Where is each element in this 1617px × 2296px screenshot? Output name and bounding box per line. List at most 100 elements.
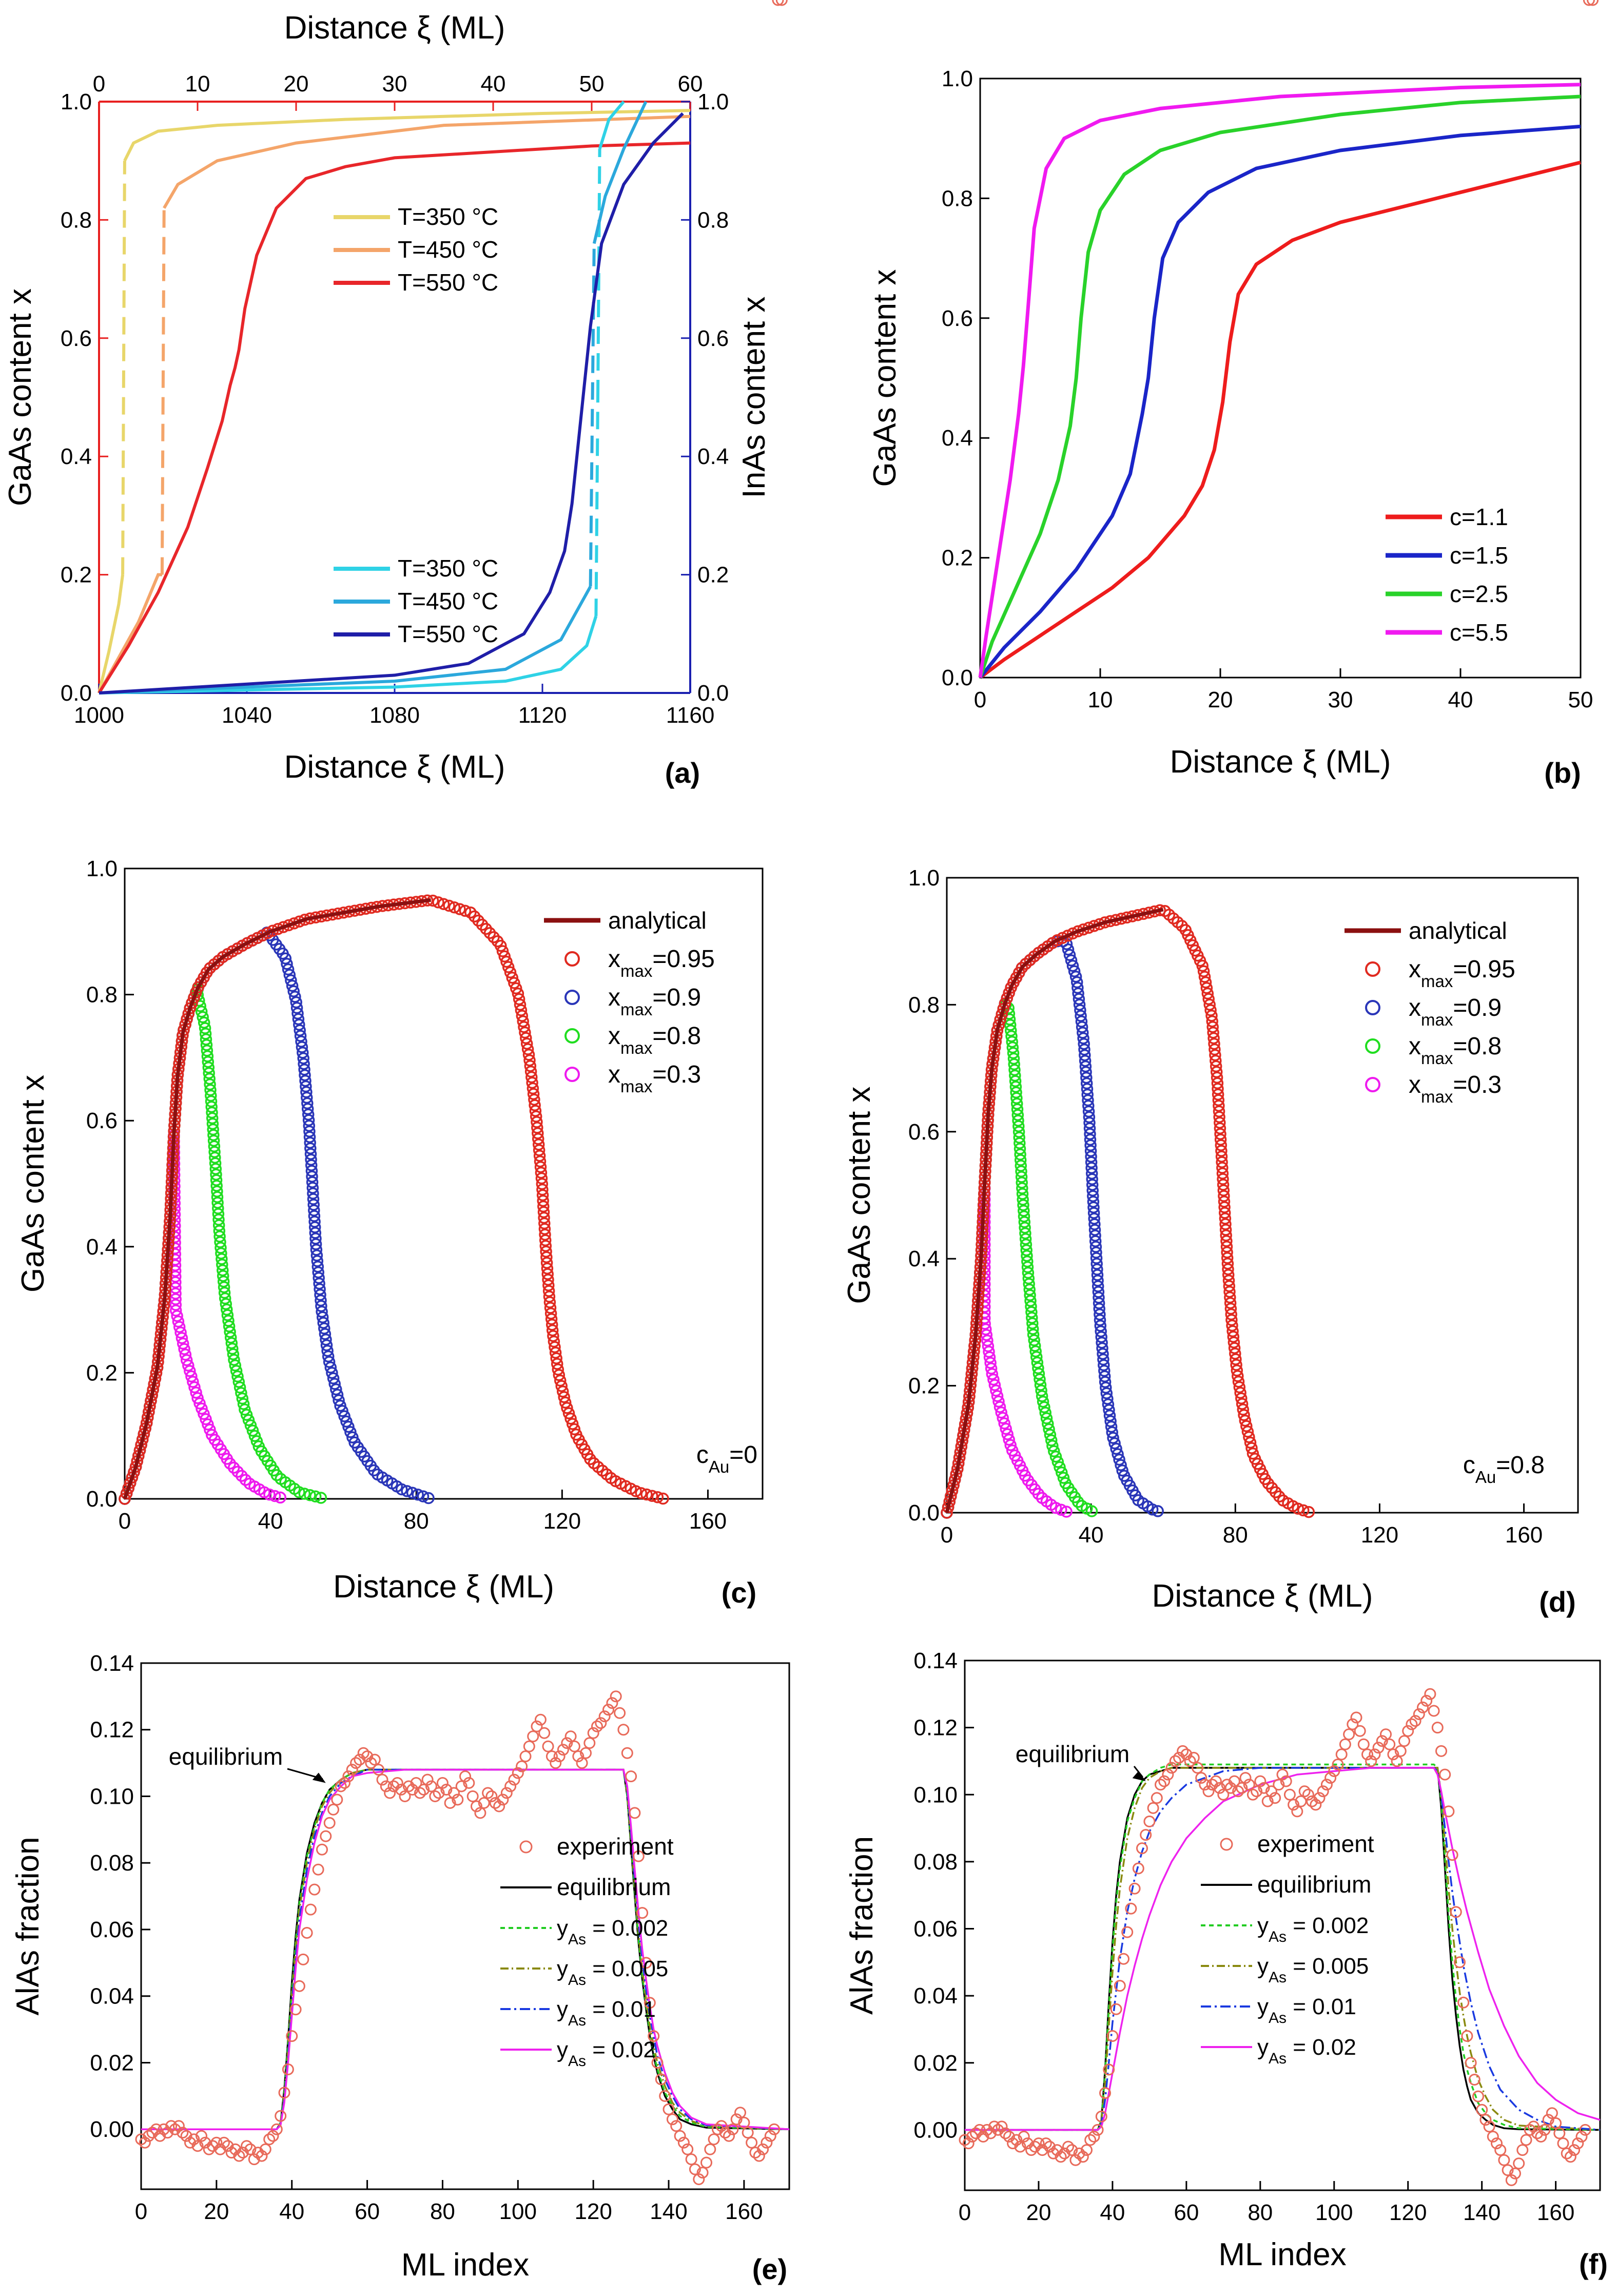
data-marker — [551, 1358, 563, 1370]
panel-label: (e) — [752, 2253, 787, 2285]
data-marker — [606, 1697, 618, 1709]
data-marker — [1016, 1182, 1028, 1194]
data-marker — [1465, 2057, 1477, 2069]
data-marker — [327, 1803, 339, 1816]
data-marker — [169, 1293, 182, 1305]
data-marker — [1192, 1762, 1203, 1774]
data-marker — [1005, 1030, 1018, 1043]
data-marker — [1516, 2144, 1529, 2156]
data-marker — [1564, 2151, 1576, 2163]
data-marker — [1044, 1429, 1057, 1441]
data-marker — [1084, 1145, 1097, 1157]
data-marker — [1020, 1238, 1032, 1251]
data-marker — [508, 977, 520, 989]
series-jump-dashed — [160, 208, 166, 575]
data-marker — [1151, 1792, 1163, 1804]
data-marker — [429, 1790, 441, 1802]
data-marker — [772, 0, 784, 6]
data-marker — [180, 2130, 192, 2142]
legend-label: c=1.1 — [1450, 504, 1508, 530]
data-marker — [543, 1296, 556, 1308]
series-line — [141, 1768, 790, 2130]
legend-swatch — [564, 990, 580, 1005]
data-marker — [214, 2143, 226, 2155]
data-marker — [1288, 1799, 1300, 1811]
data-marker — [1073, 2147, 1085, 2159]
data-marker — [1089, 1235, 1102, 1247]
data-marker — [659, 2090, 671, 2102]
data-marker — [227, 1461, 240, 1474]
data-marker — [1214, 1116, 1226, 1129]
x-tick-label: 100 — [499, 2199, 537, 2224]
data-marker — [311, 1255, 324, 1267]
panel-label: (f) — [1579, 2248, 1608, 2280]
data-marker — [1214, 1128, 1226, 1140]
data-marker — [297, 1052, 309, 1065]
data-marker — [401, 1485, 413, 1497]
data-marker — [529, 1099, 541, 1111]
data-marker — [298, 1057, 310, 1070]
data-marker — [184, 1365, 196, 1377]
series-line — [978, 83, 1581, 678]
data-marker — [1265, 1785, 1277, 1798]
data-marker — [1113, 1453, 1125, 1466]
data-marker — [534, 1713, 547, 1726]
data-marker — [1306, 1795, 1318, 1807]
legend-label: analytical — [1409, 917, 1507, 944]
data-marker — [1258, 1782, 1270, 1794]
x-tick-label: 40 — [279, 2199, 304, 2224]
data-marker — [536, 1189, 549, 1202]
data-marker — [1302, 1506, 1315, 1518]
data-marker — [1557, 2137, 1569, 2150]
data-marker — [326, 1366, 338, 1379]
data-marker — [1241, 1425, 1254, 1438]
data-marker — [215, 1242, 227, 1254]
data-marker — [625, 1770, 637, 1783]
data-marker — [1446, 1849, 1458, 1861]
plot-lines — [141, 1768, 790, 2130]
data-marker — [463, 1777, 475, 1789]
data-marker — [558, 1391, 570, 1403]
series-line — [99, 112, 684, 694]
data-marker — [1229, 1347, 1241, 1360]
data-marker — [1276, 1768, 1289, 1781]
data-marker — [1158, 1775, 1171, 1787]
data-marker — [1201, 987, 1214, 1000]
data-marker — [746, 2136, 758, 2149]
data-marker — [421, 1773, 434, 1786]
data-marker — [520, 1037, 533, 1050]
data-marker — [1234, 1386, 1246, 1399]
data-marker — [1032, 2137, 1045, 2150]
data-marker — [1210, 1060, 1222, 1073]
data-marker — [962, 2137, 975, 2150]
data-marker — [286, 2030, 298, 2042]
x-tick-label: 120 — [543, 1509, 581, 1534]
data-marker — [204, 1423, 216, 1436]
data-marker — [1074, 1004, 1086, 1016]
data-marker — [1472, 2090, 1484, 2102]
data-marker — [1531, 2127, 1544, 2139]
data-marker — [1024, 1289, 1036, 1302]
data-marker — [1100, 1387, 1113, 1399]
data-marker — [663, 2103, 675, 2115]
data-marker — [333, 1394, 345, 1406]
data-marker — [1008, 1064, 1021, 1076]
data-marker — [708, 2133, 720, 2146]
data-marker — [1092, 1286, 1105, 1298]
series-jump-dashed — [121, 161, 126, 575]
data-marker — [282, 963, 295, 976]
data-marker — [327, 1372, 340, 1385]
x-axis-title: Distance ξ (ML) — [1152, 1578, 1373, 1614]
data-marker — [602, 1704, 614, 1716]
data-marker — [1071, 1496, 1084, 1508]
data-marker — [308, 1883, 321, 1896]
data-marker — [580, 1747, 592, 1759]
data-marker — [239, 1403, 251, 1416]
data-marker — [651, 2057, 664, 2069]
series-line — [98, 574, 125, 693]
data-marker — [1524, 2124, 1536, 2136]
data-marker — [464, 906, 477, 919]
data-marker — [1220, 1229, 1232, 1242]
legend-label: c=5.5 — [1450, 619, 1508, 646]
